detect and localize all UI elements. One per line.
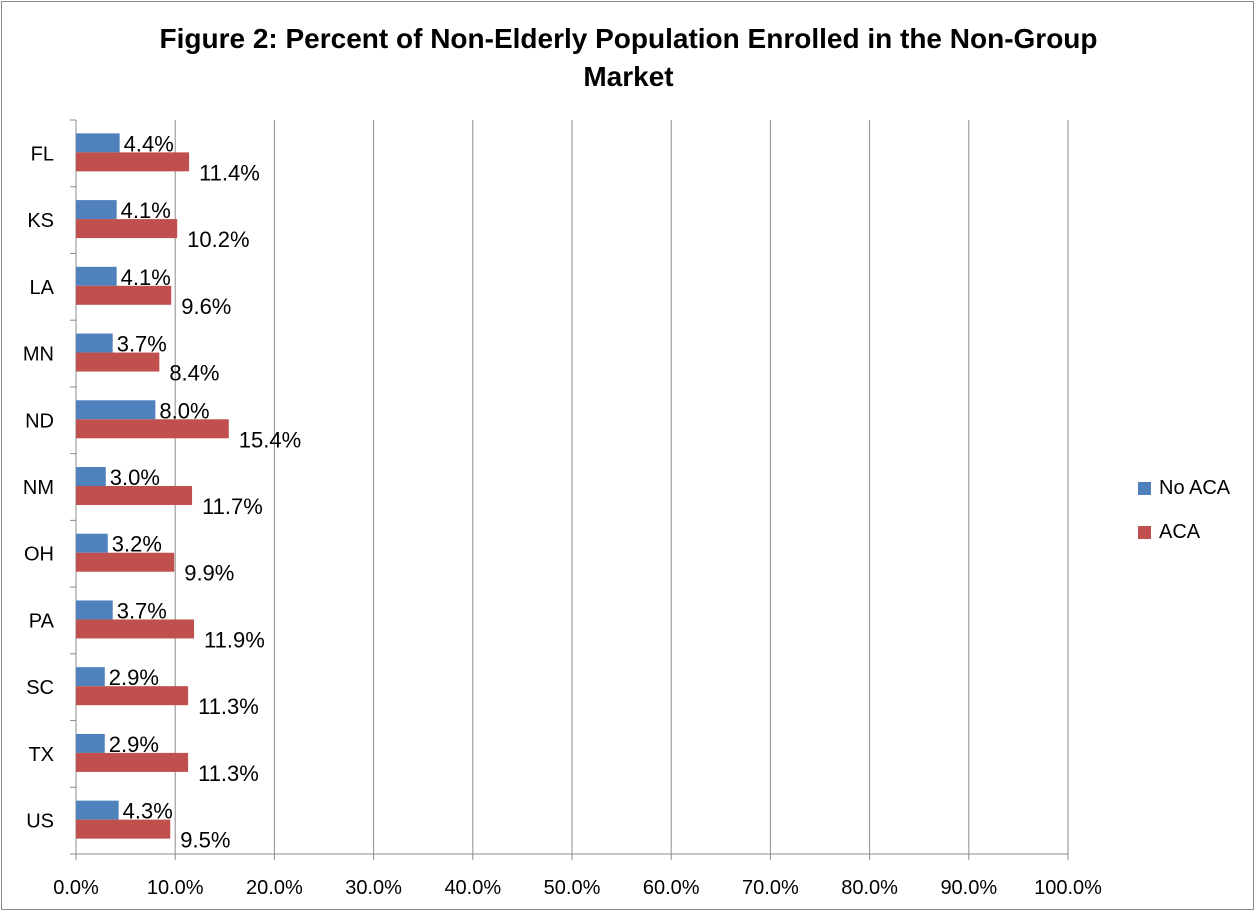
- category-label-fl: FL: [31, 143, 54, 165]
- x-tick-label: 60.0%: [643, 877, 700, 899]
- bar-aca-mn: [76, 352, 160, 372]
- x-tick-label: 0.0%: [53, 877, 99, 899]
- bar-no-aca-tx: [76, 733, 105, 753]
- bar-aca-nd: [76, 419, 229, 439]
- category-label-la: LA: [30, 277, 55, 299]
- bar-aca-sc: [76, 686, 189, 706]
- category-label-oh: OH: [24, 544, 54, 566]
- category-label-pa: PA: [29, 610, 55, 632]
- chart-title-line1: Figure 2: Percent of Non-Elderly Populat…: [159, 23, 1098, 54]
- x-tick-label: 40.0%: [444, 877, 501, 899]
- bar-aca-pa: [76, 619, 195, 639]
- legend-label-aca: ACA: [1159, 520, 1201, 543]
- bar-aca-oh: [76, 552, 175, 572]
- chart-title: Figure 2: Percent of Non-Elderly Populat…: [2, 20, 1255, 96]
- bar-aca-fl: [76, 152, 190, 172]
- data-label-aca-tx: 11.3%: [198, 761, 259, 786]
- data-label-aca-nd: 15.4%: [239, 427, 301, 452]
- category-label-us: US: [26, 811, 54, 833]
- data-label-aca-ks: 10.2%: [187, 227, 249, 252]
- legend-swatch-no-aca: [1138, 481, 1151, 495]
- x-tick-label: 70.0%: [742, 877, 799, 899]
- bar-aca-ks: [76, 219, 178, 239]
- data-label-no-aca-oh: 3.2%: [112, 532, 162, 557]
- data-label-no-aca-mn: 3.7%: [117, 332, 167, 357]
- bar-aca-la: [76, 285, 172, 305]
- data-label-no-aca-nd: 8.0%: [159, 398, 209, 423]
- bar-aca-us: [76, 819, 171, 839]
- category-label-ks: KS: [27, 210, 54, 232]
- x-tick-label: 20.0%: [246, 877, 303, 899]
- category-label-tx: TX: [28, 744, 54, 766]
- data-label-aca-mn: 8.4%: [169, 361, 219, 386]
- bar-aca-nm: [76, 486, 193, 505]
- bar-no-aca-us: [76, 800, 119, 820]
- bar-no-aca-nm: [76, 467, 106, 486]
- data-label-no-aca-ks: 4.1%: [121, 198, 171, 223]
- legend-item-no-aca: No ACA: [1138, 474, 1230, 502]
- bar-no-aca-sc: [76, 667, 105, 687]
- legend-label-no-aca: No ACA: [1159, 476, 1231, 499]
- x-tick-label: 100.0%: [1034, 877, 1102, 899]
- bar-no-aca-pa: [76, 600, 113, 620]
- chart-title-line2: Market: [583, 61, 674, 92]
- data-label-no-aca-la: 4.1%: [121, 265, 171, 290]
- category-label-mn: MN: [23, 344, 54, 366]
- data-label-aca-fl: 11.4%: [199, 160, 260, 185]
- bar-no-aca-la: [76, 266, 117, 286]
- data-label-aca-nm: 11.7%: [202, 494, 263, 519]
- legend: No ACA ACA: [1138, 474, 1230, 562]
- data-label-aca-oh: 9.9%: [184, 561, 234, 586]
- data-label-no-aca-us: 4.3%: [123, 799, 173, 824]
- legend-swatch-aca: [1138, 525, 1151, 539]
- data-label-aca-us: 9.5%: [180, 828, 230, 853]
- data-label-aca-la: 9.6%: [181, 294, 231, 319]
- x-tick-label: 10.0%: [147, 877, 204, 899]
- category-label-nm: NM: [23, 477, 54, 499]
- bar-no-aca-nd: [76, 400, 156, 420]
- bar-no-aca-oh: [76, 533, 108, 553]
- x-tick-label: 80.0%: [841, 877, 898, 899]
- x-tick-label: 50.0%: [544, 877, 601, 899]
- bar-no-aca-mn: [76, 333, 113, 353]
- bar-no-aca-fl: [76, 133, 120, 153]
- data-label-aca-sc: 11.3%: [198, 694, 259, 719]
- category-label-sc: SC: [26, 677, 54, 699]
- x-tick-label: 90.0%: [940, 877, 997, 899]
- x-tick-label: 30.0%: [345, 877, 402, 899]
- data-label-no-aca-nm: 3.0%: [110, 465, 160, 490]
- bar-aca-tx: [76, 752, 189, 772]
- data-label-no-aca-pa: 3.7%: [117, 598, 167, 623]
- data-label-aca-pa: 11.9%: [204, 627, 265, 652]
- data-label-no-aca-tx: 2.9%: [109, 732, 159, 757]
- legend-item-aca: ACA: [1138, 518, 1230, 546]
- category-label-nd: ND: [25, 410, 54, 432]
- data-label-no-aca-fl: 4.4%: [124, 131, 174, 156]
- bar-no-aca-ks: [76, 200, 117, 220]
- data-label-no-aca-sc: 2.9%: [109, 665, 159, 690]
